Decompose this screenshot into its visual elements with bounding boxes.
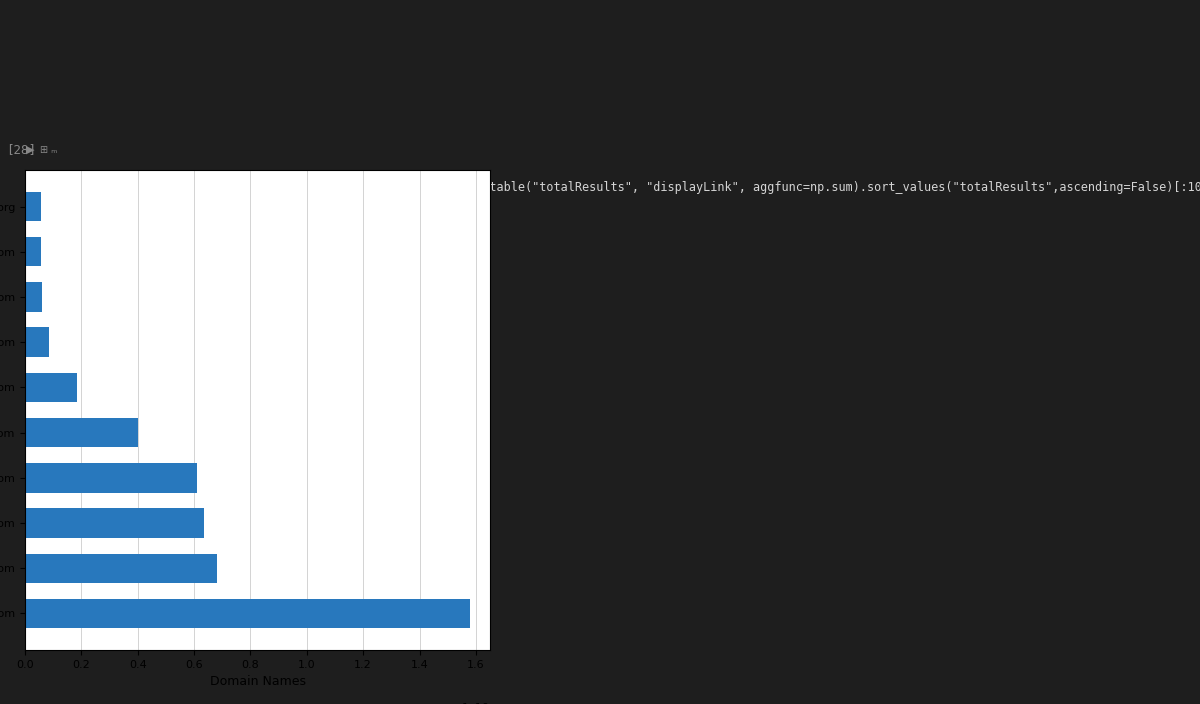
- Text: [28]: [28]: [6, 143, 36, 156]
- Bar: [25, 237, 41, 266]
- Bar: [25, 599, 470, 628]
- Text: ⊞ ₘ: ⊞ ₘ: [40, 144, 56, 155]
- Bar: [25, 191, 41, 221]
- Bar: [25, 282, 42, 312]
- Text: plt.ylabel("Total Result Amount for Per Query and Per Domain"): plt.ylabel("Total Result Amount for Per …: [12, 337, 482, 351]
- Text: plt.tick_params(labelsize=10): plt.tick_params(labelsize=10): [12, 377, 247, 389]
- Text: plt.show(): plt.show(): [12, 515, 112, 527]
- Text: plt.grid(axis="x"): plt.grid(axis="x"): [12, 455, 169, 468]
- Text: 1e10: 1e10: [462, 703, 490, 704]
- Bar: [25, 508, 204, 538]
- Bar: [25, 418, 138, 447]
- Text: plt.barh(total_results.index, total_results['totalResults']): plt.barh(total_results.index, total_resu…: [12, 259, 468, 272]
- Text: plt.figure(figsize=(10,10)): plt.figure(figsize=(10,10)): [12, 220, 233, 233]
- Bar: [25, 372, 77, 402]
- Text: plt.show(): plt.show(): [12, 494, 112, 507]
- Bar: [25, 327, 49, 357]
- Text: plt.tight_layout(): plt.tight_layout(): [12, 415, 169, 429]
- Bar: [25, 463, 197, 493]
- Text: total_results = top10_df[['displayLink','totalResults']].pivot_table("totalResul: total_results = top10_df[['displayLink',…: [12, 181, 1200, 194]
- Text: ▶: ▶: [26, 144, 35, 155]
- Bar: [25, 553, 217, 583]
- Text: plt.xlabel("Domain Names"): plt.xlabel("Domain Names"): [12, 298, 226, 311]
- X-axis label: Domain Names: Domain Names: [210, 675, 306, 689]
